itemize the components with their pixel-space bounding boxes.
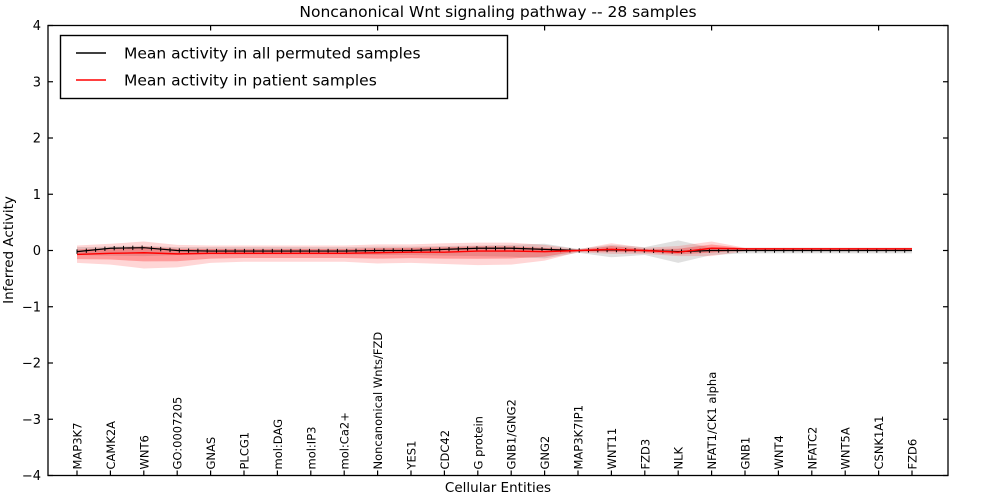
x-tick-label: CDC42 <box>438 430 452 470</box>
y-axis-label: Inferred Activity <box>1 196 17 304</box>
x-tick-label: CSNK1A1 <box>872 416 886 470</box>
x-tick-label: MAP3K7IP1 <box>572 405 586 470</box>
x-tick-label: WNT4 <box>772 435 786 469</box>
legend: Mean activity in all permuted samples Me… <box>59 34 509 100</box>
x-tick-label: NFAT1/CK1 alpha <box>705 372 719 470</box>
x-tick-label: WNT11 <box>605 428 619 470</box>
x-tick-label: GO:0007205 <box>171 397 185 470</box>
x-tick-label: GNB1/GNG2 <box>505 399 519 469</box>
tick-label-layer: 4 3 2 1 0 −1 −2 −3 −4 MAP3K7 CAMK2A WNT6 GO:0007205 G… <box>22 19 920 484</box>
legend-label-patient: Mean activity in patient samples <box>124 72 377 90</box>
x-tick-label: PLCG1 <box>238 432 252 470</box>
y-tick-label: 0 <box>33 244 41 259</box>
x-tick-label: NFATC2 <box>805 427 819 470</box>
x-tick-label: YES1 <box>405 441 419 471</box>
x-tick-label: WNT5A <box>839 427 853 469</box>
band-patient-samples-spread-outer <box>77 241 912 269</box>
x-tick-label: GNB1 <box>739 437 753 470</box>
x-tick-label: G protein <box>471 416 485 469</box>
y-tick-label: 4 <box>33 19 41 34</box>
x-tick-label: GNAS <box>204 437 218 470</box>
x-tick-label: NLK <box>672 446 686 469</box>
x-tick-label: mol:IP3 <box>304 427 318 470</box>
series-layer <box>76 245 912 256</box>
tick-layer <box>48 24 948 477</box>
y-tick-label: −1 <box>22 300 41 315</box>
chart-title: Noncanonical Wnt signaling pathway -- 28… <box>299 3 696 21</box>
x-tick-label: mol:DAG <box>271 419 285 470</box>
band-layer <box>77 240 912 269</box>
legend-label-permuted: Mean activity in all permuted samples <box>124 45 421 63</box>
y-tick-label: −3 <box>22 413 41 428</box>
y-tick-label: 1 <box>33 188 41 203</box>
x-tick-label: MAP3K7 <box>71 423 85 470</box>
y-tick-label: −2 <box>22 357 41 372</box>
x-tick-label: FZD6 <box>906 439 920 470</box>
y-tick-label: 2 <box>33 132 41 147</box>
y-tick-label: 3 <box>33 75 41 90</box>
x-tick-label: mol:Ca2+ <box>338 412 352 469</box>
x-tick-label: WNT6 <box>137 435 151 469</box>
x-tick-label: CAMK2A <box>104 421 118 470</box>
x-axis-label: Cellular Entities <box>445 480 551 496</box>
x-tick-label: FZD3 <box>638 439 652 470</box>
x-tick-label: GNG2 <box>538 436 552 470</box>
series-line-patient <box>76 247 912 256</box>
legend-box <box>59 34 509 100</box>
y-tick-label: −4 <box>22 469 41 484</box>
x-tick-label: Noncanonical Wnts/FZD <box>371 332 385 470</box>
